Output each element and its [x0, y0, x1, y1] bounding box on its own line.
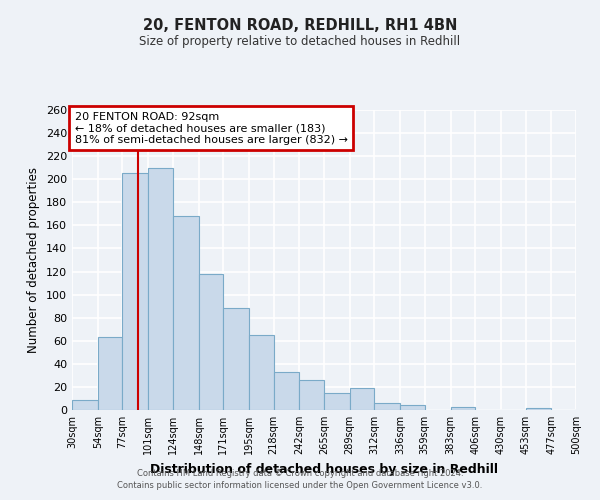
- Bar: [199, 274, 223, 410]
- Bar: [98, 338, 122, 410]
- Bar: [299, 380, 324, 410]
- Bar: [122, 174, 148, 410]
- Bar: [173, 216, 199, 410]
- Text: 20, FENTON ROAD, REDHILL, RH1 4BN: 20, FENTON ROAD, REDHILL, RH1 4BN: [143, 18, 457, 32]
- Bar: [374, 403, 400, 410]
- Bar: [249, 335, 274, 410]
- Y-axis label: Number of detached properties: Number of detached properties: [28, 167, 40, 353]
- Bar: [72, 400, 98, 410]
- Text: Size of property relative to detached houses in Redhill: Size of property relative to detached ho…: [139, 35, 461, 48]
- Bar: [148, 168, 173, 410]
- Text: Contains HM Land Registry data © Crown copyright and database right 2024.: Contains HM Land Registry data © Crown c…: [137, 468, 463, 477]
- Bar: [324, 392, 350, 410]
- X-axis label: Distribution of detached houses by size in Redhill: Distribution of detached houses by size …: [150, 462, 498, 475]
- Bar: [274, 372, 299, 410]
- Bar: [451, 406, 475, 410]
- Bar: [350, 388, 374, 410]
- Bar: [526, 408, 551, 410]
- Bar: [223, 308, 249, 410]
- Text: 20 FENTON ROAD: 92sqm
← 18% of detached houses are smaller (183)
81% of semi-det: 20 FENTON ROAD: 92sqm ← 18% of detached …: [74, 112, 347, 144]
- Text: Contains public sector information licensed under the Open Government Licence v3: Contains public sector information licen…: [118, 481, 482, 490]
- Bar: [576, 409, 600, 410]
- Bar: [400, 406, 425, 410]
